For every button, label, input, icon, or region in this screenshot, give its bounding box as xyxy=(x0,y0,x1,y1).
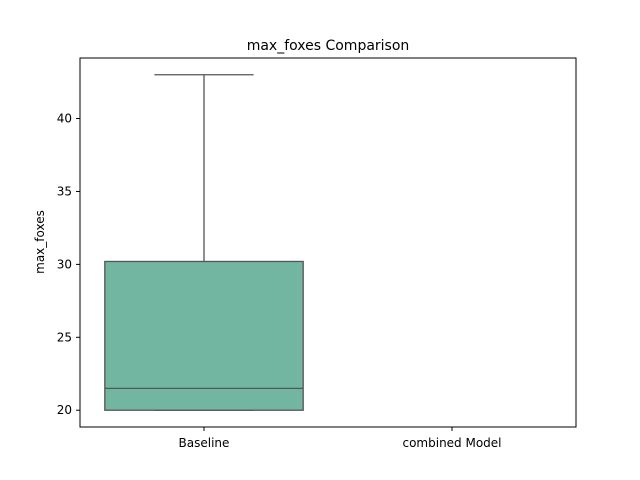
chart-title: max_foxes Comparison xyxy=(247,38,410,54)
x-tick-label: combined Model xyxy=(402,436,501,450)
x-tick-label: Baseline xyxy=(179,436,230,450)
axes-frame xyxy=(79,57,577,428)
y-tick-label: 30 xyxy=(57,257,72,271)
y-axis: 20 25 30 35 40 xyxy=(57,112,80,417)
y-tick-label: 25 xyxy=(57,330,72,344)
y-tick-label: 20 xyxy=(57,403,72,417)
box-baseline xyxy=(104,260,304,411)
y-axis-label: max_foxes xyxy=(33,210,47,274)
plot-area xyxy=(104,74,304,411)
y-tick-label: 40 xyxy=(57,112,72,126)
y-tick-label: 35 xyxy=(57,184,72,198)
x-axis: Baseline combined Model xyxy=(179,427,502,450)
